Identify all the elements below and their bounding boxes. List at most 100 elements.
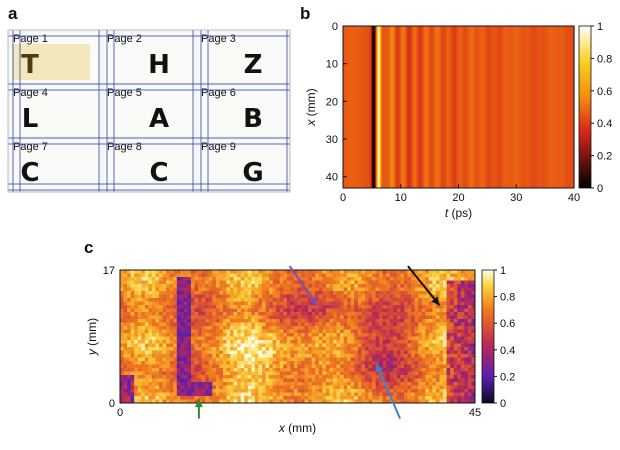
heatmap-c-cell bbox=[464, 291, 469, 295]
heatmap-c-cell bbox=[400, 361, 405, 365]
heatmap-c-cell bbox=[251, 312, 256, 316]
heatmap-c-cell bbox=[325, 333, 330, 337]
heatmap-c-cell bbox=[396, 270, 401, 274]
heatmap-b-column bbox=[510, 26, 512, 188]
heatmap-c-cell bbox=[194, 368, 199, 372]
heatmap-c-cell bbox=[336, 385, 341, 390]
heatmap-c-cell bbox=[325, 322, 330, 327]
heatmap-c-cell bbox=[361, 287, 366, 292]
heatmap-c-cell bbox=[308, 371, 312, 376]
heatmap-c-cell bbox=[396, 368, 401, 372]
heatmap-c-cell bbox=[336, 333, 341, 337]
heatmap-c-cell bbox=[247, 354, 252, 358]
heatmap-c-cell bbox=[315, 308, 320, 313]
heatmap-c-cell bbox=[404, 392, 408, 397]
heatmap-c-cell bbox=[215, 357, 220, 362]
heatmap-c-cell bbox=[418, 301, 423, 306]
heatmap-c-cell bbox=[311, 273, 316, 278]
heatmap-c-cell bbox=[372, 319, 376, 323]
heatmap-c-cell bbox=[169, 326, 174, 330]
heatmap-c-cell bbox=[279, 273, 284, 278]
heatmap-c-cell bbox=[134, 308, 139, 313]
heatmap-c-cell bbox=[290, 277, 295, 281]
heatmap-c-cell bbox=[176, 364, 181, 369]
heatmap-c-cell bbox=[123, 396, 128, 400]
heatmap-b-column bbox=[408, 26, 410, 188]
heatmap-c-cell bbox=[151, 287, 156, 292]
heatmap-c-cell bbox=[201, 277, 206, 281]
heatmap-c-cell bbox=[343, 364, 348, 369]
heatmap-c-cell bbox=[333, 399, 337, 404]
heatmap-c-cell bbox=[308, 291, 312, 295]
heatmap-c-cell bbox=[407, 312, 412, 316]
heatmap-c-cell bbox=[183, 319, 188, 323]
colorbar-tick-label: 1 bbox=[597, 21, 603, 33]
heatmap-c-cell bbox=[123, 312, 128, 316]
heatmap-c-cell bbox=[120, 294, 124, 299]
heatmap-c-cell bbox=[201, 273, 206, 278]
heatmap-c-cell bbox=[194, 350, 199, 355]
heatmap-c-cell bbox=[393, 375, 398, 379]
heatmap-c-cell bbox=[453, 371, 458, 376]
heatmap-c-cell bbox=[343, 350, 348, 355]
heatmap-c-cell bbox=[251, 315, 256, 320]
heatmap-c-cell bbox=[439, 315, 444, 320]
heatmap-b-column bbox=[396, 26, 398, 188]
heatmap-b-column bbox=[347, 26, 349, 188]
heatmap-c-cell bbox=[297, 364, 302, 369]
heatmap-c-cell bbox=[421, 322, 426, 327]
heatmap-c-cell bbox=[283, 305, 288, 309]
heatmap-c-cell bbox=[407, 315, 412, 320]
heatmap-c-cell bbox=[467, 308, 472, 313]
heatmap-c-cell bbox=[382, 284, 387, 288]
heatmap-c-cell bbox=[215, 305, 220, 309]
heatmap-c-cell bbox=[215, 291, 220, 295]
heatmap-c-cell bbox=[368, 385, 373, 390]
heatmap-c-cell bbox=[265, 354, 270, 358]
heatmap-c-cell bbox=[414, 291, 419, 295]
heatmap-c-cell bbox=[286, 385, 291, 390]
heatmap-c-cell bbox=[247, 382, 252, 386]
heatmap-c-cell bbox=[315, 354, 320, 358]
heatmap-c-cell bbox=[404, 347, 408, 351]
heatmap-c-cell bbox=[130, 273, 135, 278]
heatmap-c-cell bbox=[432, 385, 437, 390]
heatmap-c-cell bbox=[159, 333, 163, 337]
heatmap-c-cell bbox=[329, 329, 334, 334]
heatmap-c-cell bbox=[208, 354, 213, 358]
heatmap-c-cell bbox=[127, 277, 131, 281]
heatmap-c-cell bbox=[354, 347, 359, 351]
heatmap-c-cell bbox=[460, 315, 465, 320]
heatmap-c-cell bbox=[364, 385, 369, 390]
heatmap-b-column bbox=[546, 26, 548, 188]
heatmap-c-cell bbox=[428, 294, 433, 299]
heatmap-c-cell bbox=[180, 375, 185, 379]
heatmap-c-cell bbox=[450, 389, 454, 393]
heatmap-c-cell bbox=[222, 389, 227, 393]
heatmap-c-cell bbox=[120, 382, 124, 386]
heatmap-c-cell bbox=[183, 375, 188, 379]
heatmap-c-cell bbox=[325, 294, 330, 299]
heatmap-c-cell bbox=[166, 399, 170, 404]
heatmap-c-cell bbox=[432, 270, 437, 274]
heatmap-c-cell bbox=[169, 287, 174, 292]
heatmap-c-cell bbox=[222, 375, 227, 379]
heatmap-c-cell bbox=[205, 371, 210, 376]
heatmap-c-cell bbox=[471, 375, 476, 379]
heatmap-c-cell bbox=[130, 301, 135, 306]
heatmap-c-cell bbox=[446, 273, 451, 278]
heatmap-c-cell bbox=[276, 392, 281, 397]
heatmap-c-cell bbox=[180, 298, 185, 302]
heatmap-b-column bbox=[418, 26, 420, 188]
heatmap-c-cell bbox=[290, 312, 295, 316]
heatmap-b-column bbox=[421, 26, 423, 188]
heatmap-c-cell bbox=[198, 301, 202, 306]
heatmap-c-cell bbox=[439, 354, 444, 358]
heatmap-c-cell bbox=[279, 354, 284, 358]
heatmap-c-cell bbox=[425, 277, 430, 281]
heatmap-c-cell bbox=[443, 329, 447, 334]
heatmap-c-cell bbox=[279, 361, 284, 365]
heatmap-c-cell bbox=[180, 343, 185, 348]
heatmap-c-cell bbox=[386, 392, 391, 397]
heatmap-b-column bbox=[472, 26, 474, 188]
